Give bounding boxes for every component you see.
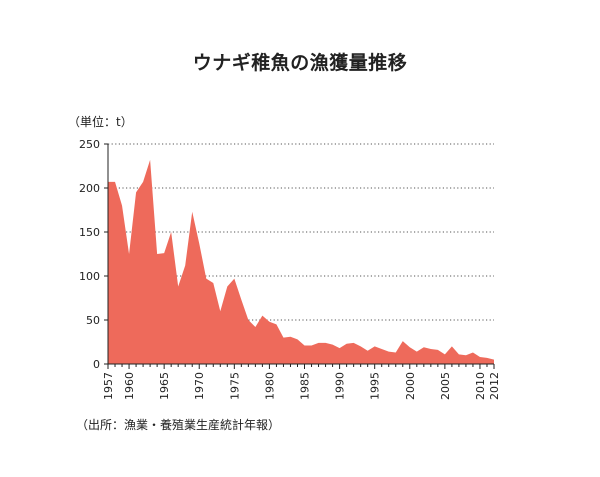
x-tick-label-2012: 2012 — [488, 372, 501, 400]
y-tick-label-200: 200 — [79, 182, 100, 195]
x-tick-label-1965: 1965 — [158, 372, 171, 400]
x-tick-label-1985: 1985 — [299, 372, 312, 400]
source-note: （出所：漁業・養殖業生産統計年報） — [76, 418, 281, 432]
x-tick-label-1995: 1995 — [369, 372, 382, 400]
x-tick-label-1957: 1957 — [102, 372, 115, 400]
area-layer — [108, 159, 494, 364]
x-tick-label-1960: 1960 — [123, 372, 136, 400]
axes — [107, 144, 494, 365]
x-tick-label-2010: 2010 — [474, 372, 487, 400]
unit-label: （単位：t） — [68, 115, 133, 129]
x-tick-label-1990: 1990 — [334, 372, 347, 400]
y-tick-label-150: 150 — [79, 226, 100, 239]
y-tick-labels: 0 50 100 150 200 250 — [79, 138, 108, 371]
x-tick-labels: 1957 1960 1965 1970 1975 1980 1985 1990 1995 2000… — [102, 364, 501, 400]
y-tick-label-50: 50 — [86, 314, 100, 327]
y-tick-label-250: 250 — [79, 138, 100, 151]
x-tick-label-1980: 1980 — [263, 372, 276, 400]
y-tick-label-100: 100 — [79, 270, 100, 283]
x-tick-label-1970: 1970 — [193, 372, 206, 400]
x-tick-label-2000: 2000 — [404, 372, 417, 400]
catch-area — [108, 159, 494, 364]
y-tick-label-0: 0 — [93, 358, 100, 371]
x-tick-label-2005: 2005 — [439, 372, 452, 400]
chart-title: ウナギ稚魚の漁獲量推移 — [192, 52, 408, 74]
x-tick-label-1975: 1975 — [228, 372, 241, 400]
